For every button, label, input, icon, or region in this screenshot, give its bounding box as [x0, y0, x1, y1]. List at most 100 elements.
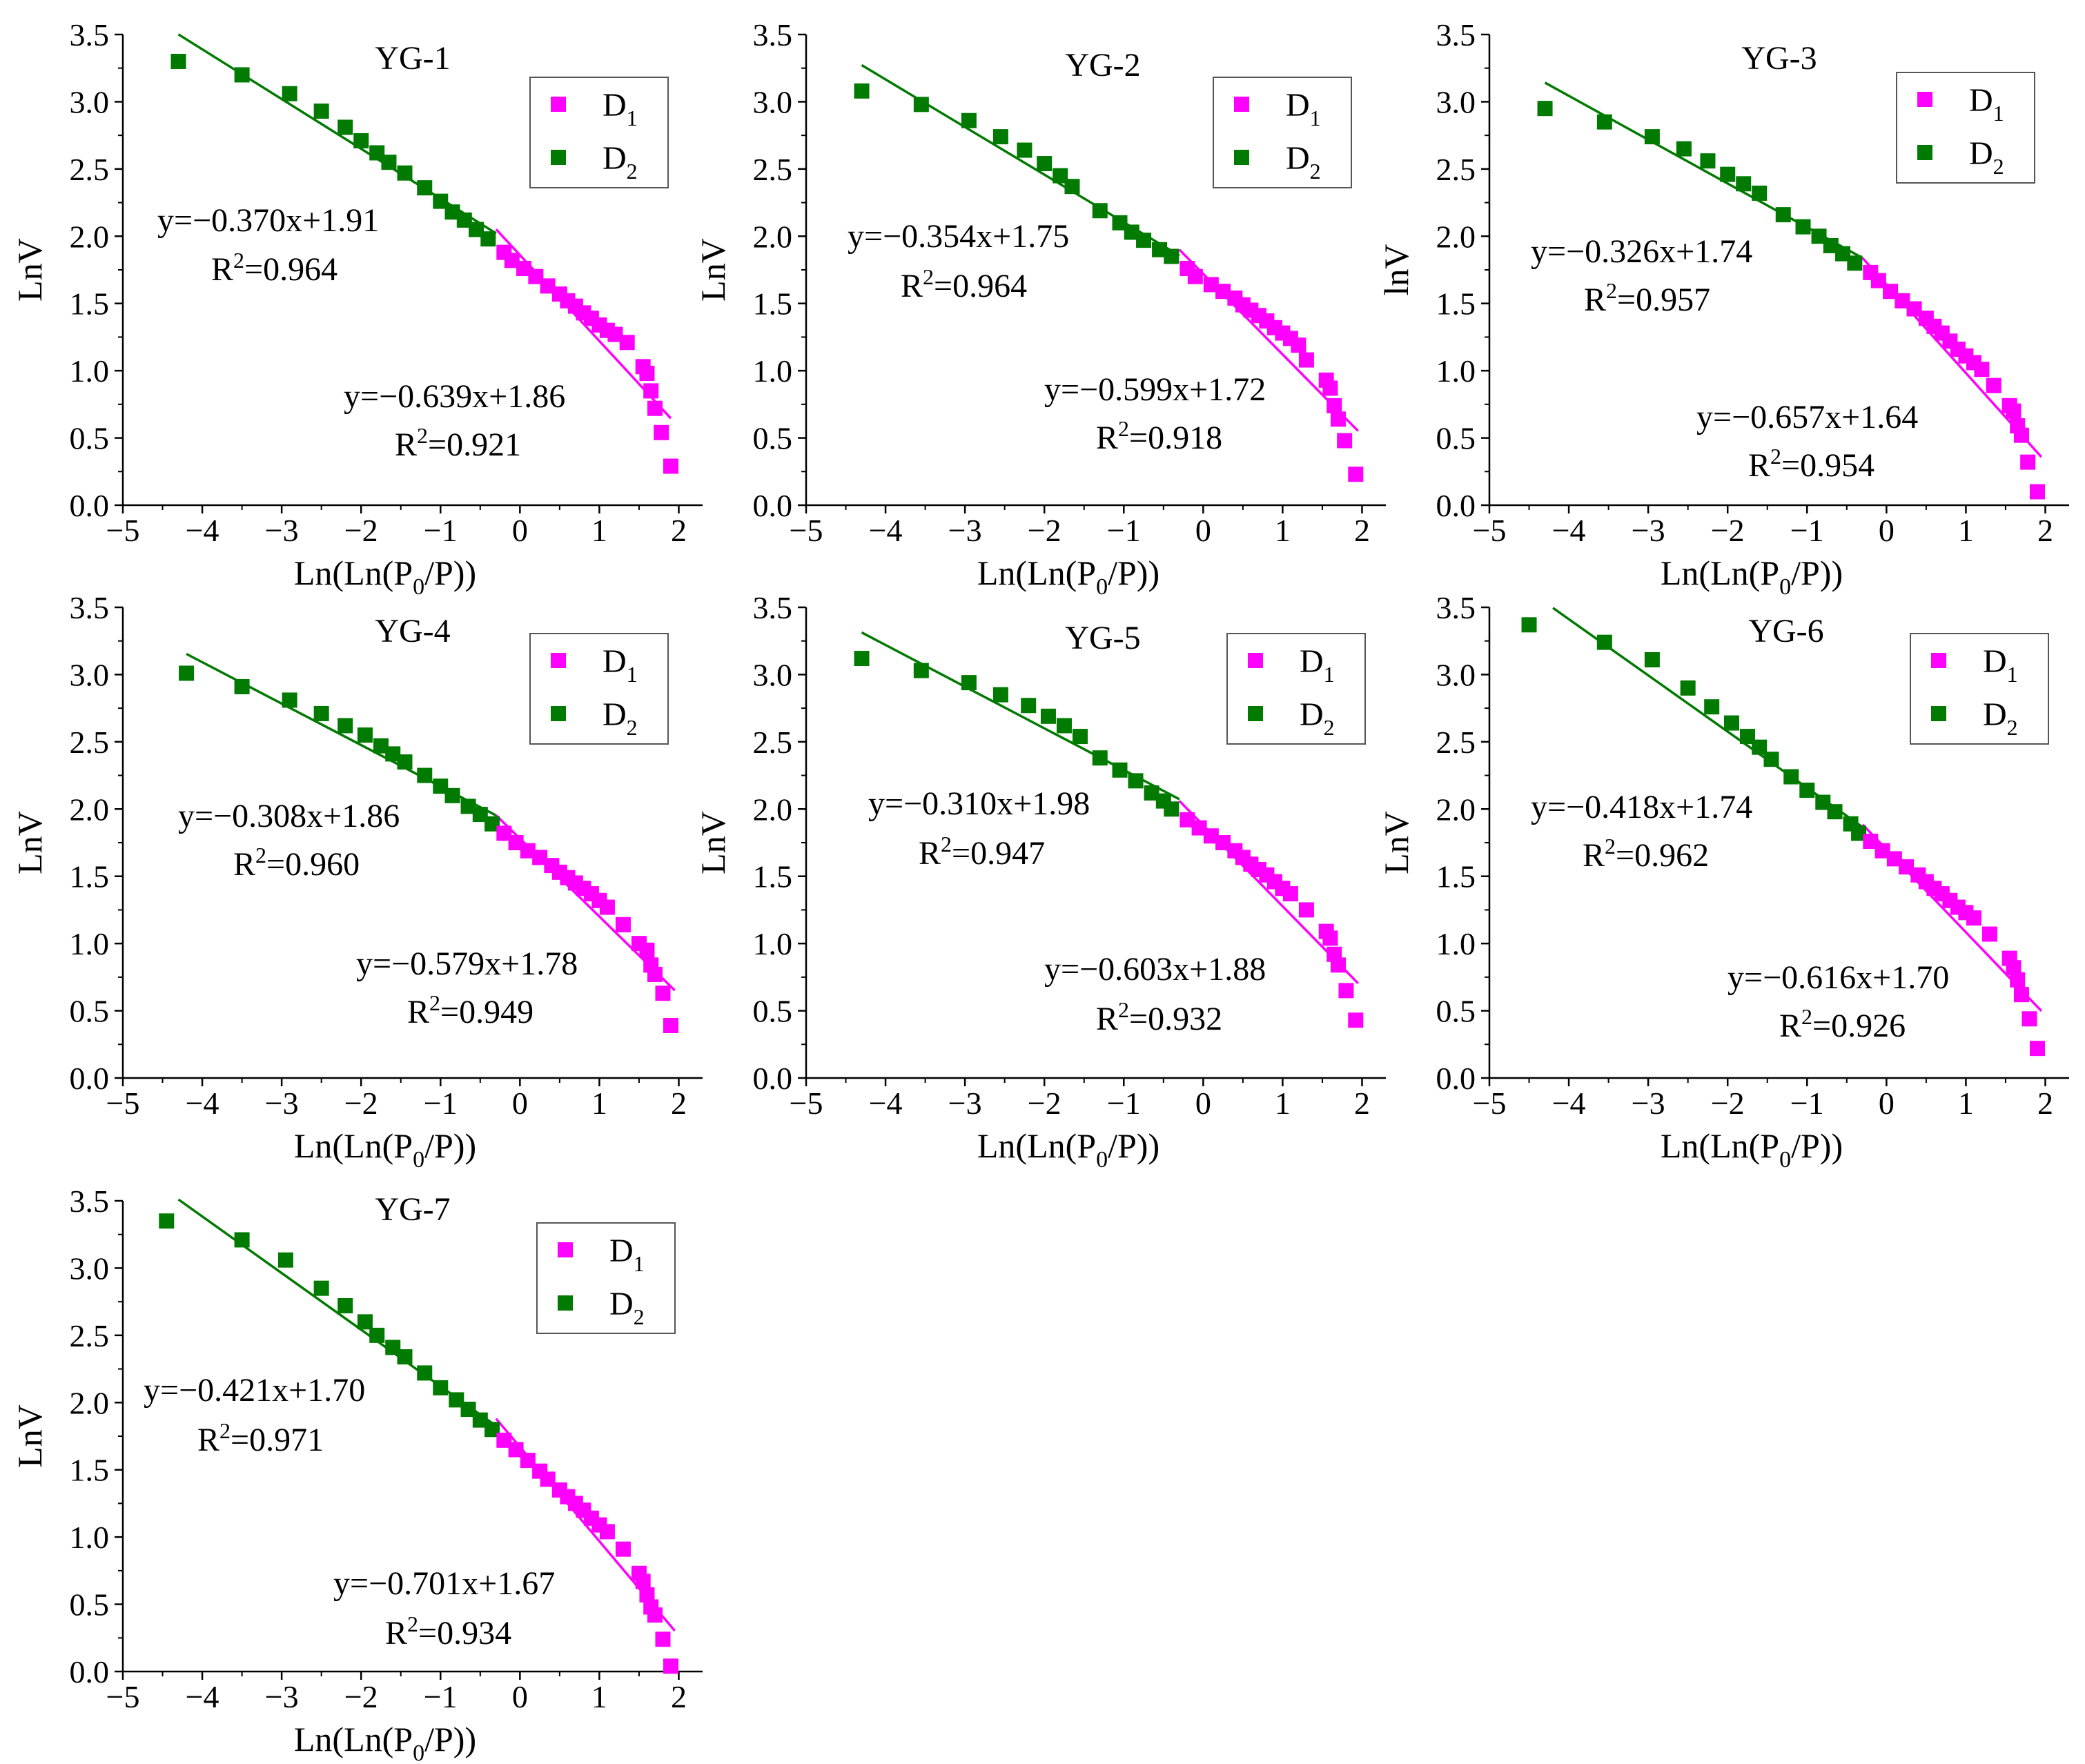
- x-axis-label-tail: /P)): [1108, 553, 1159, 592]
- panel-1: −5 −4 −3 −2 −1 0 1 20.00.51.01.52.02.53.03.5Ln(…: [10, 17, 703, 600]
- d2-point: [234, 1232, 250, 1248]
- panel-title: YG-6: [1748, 613, 1823, 649]
- x-tick-label: 2: [2037, 513, 2053, 548]
- d1-point: [655, 1631, 671, 1647]
- legend-d2-label: D2: [1286, 140, 1321, 184]
- legend-d1-main: D: [1300, 643, 1324, 680]
- y-tick-label: 0.0: [70, 1654, 110, 1689]
- d1-point: [1886, 851, 1902, 867]
- superscript-two: 2: [923, 264, 934, 289]
- d2-r-squared: R2=0.964: [901, 264, 1027, 304]
- y-tick-label: 1.0: [70, 1520, 110, 1555]
- x-tick-label: −4: [1552, 1086, 1586, 1121]
- legend-d1-sub: 1: [1324, 662, 1335, 687]
- legend-d2-sub: 2: [1324, 715, 1335, 740]
- x-tick-label: 0: [512, 1679, 528, 1714]
- d2-point: [1521, 617, 1537, 633]
- d2-point: [460, 798, 476, 814]
- d1-point: [496, 825, 512, 841]
- d2-point: [385, 1340, 401, 1355]
- d2-point: [444, 204, 460, 220]
- d1-point: [528, 268, 544, 284]
- d2-point: [369, 1327, 385, 1343]
- y-tick-label: 2.0: [1436, 219, 1476, 254]
- y-tick-label: 3.5: [70, 17, 110, 52]
- d1-point: [663, 1018, 678, 1034]
- y-tick-label: 2.0: [753, 219, 793, 254]
- x-axis-label-main: Ln(Ln(P: [294, 1126, 413, 1165]
- legend-d2-sub: 2: [634, 1304, 645, 1329]
- x-axis-label-tail: /P)): [1791, 553, 1843, 592]
- d2-point: [397, 1349, 413, 1365]
- y-tick-label: 0.0: [1436, 488, 1476, 523]
- x-tick-label: −3: [1632, 1086, 1665, 1121]
- y-tick-label: 1.5: [70, 286, 110, 322]
- d2-point: [1064, 179, 1080, 195]
- y-tick-label: 2.5: [1436, 152, 1476, 187]
- legend-d2-main: D: [609, 1286, 634, 1322]
- d1-point: [2006, 403, 2022, 419]
- legend-d2-label: D2: [1969, 135, 2004, 179]
- legend-d1-sub: 1: [634, 1251, 645, 1276]
- d1-point: [1870, 273, 1886, 288]
- d2-point: [1835, 246, 1851, 262]
- x-tick-label: −1: [1790, 1086, 1824, 1121]
- legend-d1-main: D: [1286, 87, 1310, 124]
- legend-d2-sub: 2: [2007, 715, 2018, 740]
- y-tick-label: 0.0: [1436, 1061, 1476, 1096]
- d1-point: [619, 335, 635, 351]
- r-letter: R: [395, 427, 417, 463]
- d2-point: [1021, 698, 1037, 714]
- d2-point: [433, 1380, 449, 1395]
- x-tick-label: −5: [106, 513, 140, 548]
- y-tick-label: 3.0: [1436, 84, 1476, 119]
- legend-d1-sub: 1: [1310, 106, 1321, 130]
- y-tick-label: 1.5: [70, 859, 110, 894]
- d2-point: [1053, 168, 1068, 184]
- x-tick-label: −3: [265, 513, 299, 548]
- x-axis-label-sub: 0: [413, 1741, 424, 1764]
- x-tick-label: 2: [1354, 1086, 1370, 1121]
- d2-point: [1152, 242, 1168, 257]
- legend-box: [1910, 633, 2049, 745]
- x-tick-label: 0: [512, 1086, 528, 1121]
- r-letter: R: [211, 251, 233, 288]
- x-tick-label: −3: [948, 1086, 982, 1121]
- legend-d2-marker: [551, 706, 566, 721]
- d2-point: [357, 727, 373, 743]
- x-tick-label: −4: [869, 513, 903, 548]
- legend-d2-sub: 2: [1993, 154, 2004, 179]
- x-axis-label-sub: 0: [413, 1147, 424, 1173]
- legend-d2-marker: [1917, 145, 1932, 160]
- legend-d1-marker: [1917, 92, 1932, 107]
- y-axis-label: LnV: [694, 811, 732, 874]
- x-tick-label: 1: [1275, 1086, 1291, 1121]
- d2-point: [337, 1297, 353, 1313]
- d1-point: [654, 424, 669, 440]
- d1-r-squared: R2=0.932: [1096, 997, 1222, 1037]
- d2-point: [449, 1392, 464, 1408]
- x-axis-label: Ln(Ln(P0/P)): [977, 1126, 1159, 1173]
- d2-point: [1851, 825, 1867, 841]
- y-tick-label: 2.0: [753, 792, 793, 827]
- d1-point: [1298, 902, 1314, 918]
- legend-box: [1896, 72, 2035, 184]
- d1-point: [508, 1442, 524, 1458]
- d1-point: [2010, 972, 2026, 988]
- x-axis-label-main: Ln(Ln(P: [294, 1720, 413, 1758]
- panel-5: −5 −4 −3 −2 −1 0 1 2 0.0 0.5 1.0 1.5 2.0 2.5 3.0 3.5 Ln(…: [694, 590, 1386, 1173]
- d2-point: [854, 83, 870, 99]
- d1-point: [1974, 362, 1990, 378]
- x-tick-label: −2: [1028, 1086, 1061, 1121]
- panel-4: −5 −4 −3 −2 −1 0 1 20.00.51.01.52.02.53.03.5Ln(…: [10, 590, 703, 1173]
- x-axis-label: Ln(Ln(P0/P)): [1661, 1126, 1843, 1173]
- superscript-two: 2: [219, 1418, 231, 1443]
- d1-point: [615, 917, 631, 932]
- legend-d2-label: D2: [603, 140, 638, 184]
- x-tick-label: −4: [869, 1086, 903, 1121]
- d2-equation: y=−0.421x+1.70: [144, 1372, 365, 1409]
- y-axis-label: lnV: [1377, 244, 1416, 296]
- superscript-two: 2: [1605, 834, 1616, 859]
- d1-equation: y=−0.616x+1.70: [1727, 959, 1949, 996]
- d2-point: [170, 53, 186, 69]
